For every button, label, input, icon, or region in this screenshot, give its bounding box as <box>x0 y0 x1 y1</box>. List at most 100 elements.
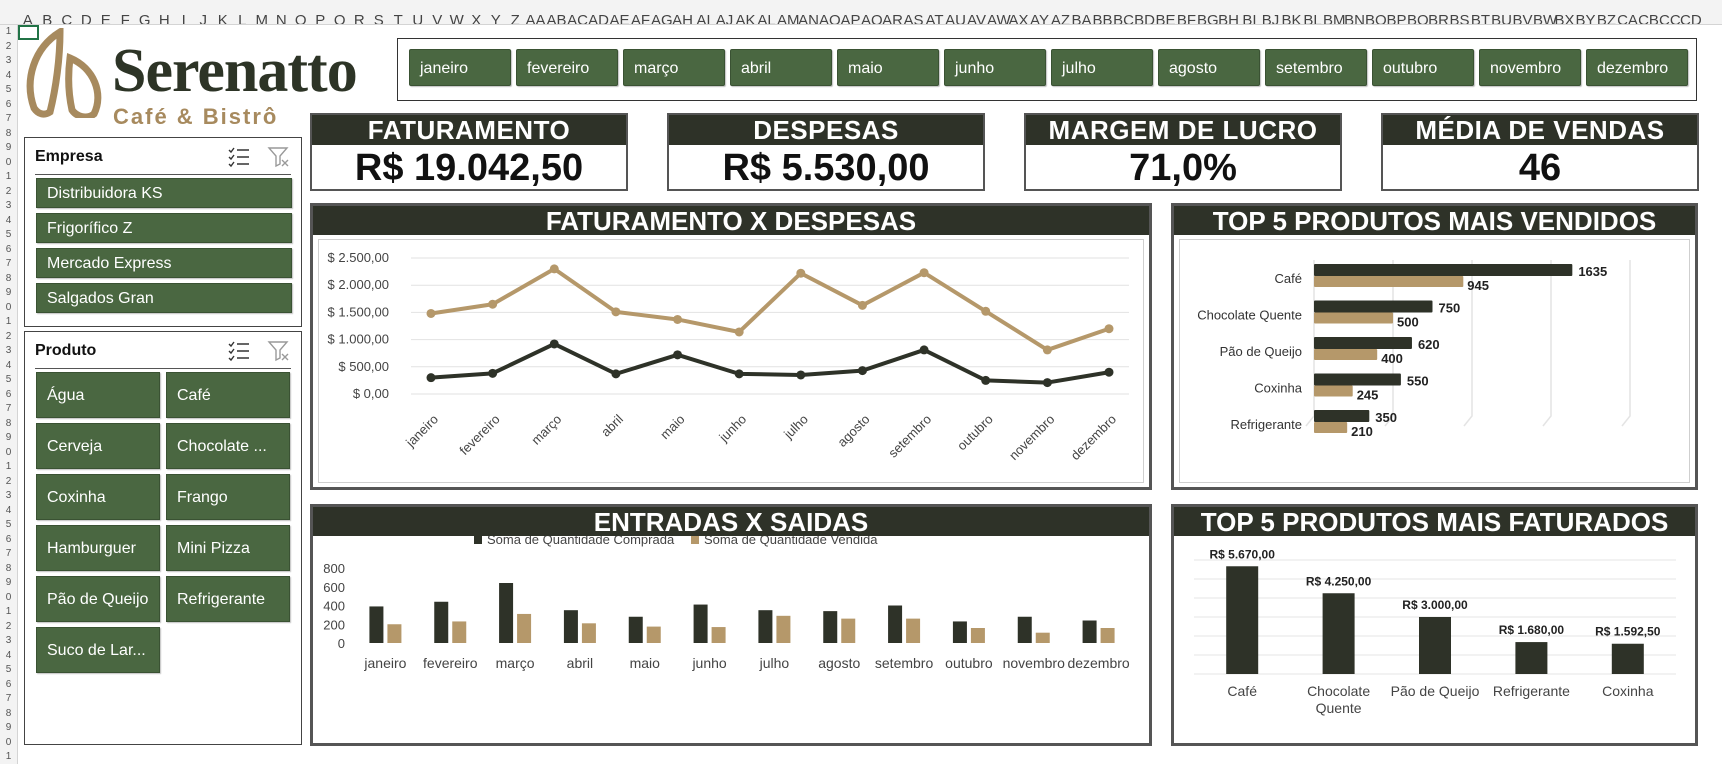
row-header[interactable]: 3 <box>5 345 12 356</box>
row-header[interactable]: 2 <box>5 620 12 632</box>
column-header[interactable]: CC <box>1659 12 1681 25</box>
column-header[interactable]: BY <box>1575 12 1596 25</box>
column-header[interactable]: BG <box>1197 12 1219 25</box>
slicer-item-produto[interactable]: Chocolate ... <box>166 423 290 469</box>
row-header[interactable]: 9 <box>5 142 12 153</box>
row-header[interactable]: 5 <box>5 374 12 385</box>
column-header[interactable]: AL <box>757 12 776 25</box>
column-header[interactable]: BX <box>1554 12 1575 25</box>
slicer-item-produto[interactable]: Hamburguer <box>36 525 160 571</box>
multi-select-icon[interactable] <box>227 340 251 362</box>
month-button[interactable]: abril <box>730 49 832 86</box>
row-header[interactable]: 3 <box>5 635 12 646</box>
row-header[interactable]: 0 <box>5 591 12 603</box>
horizontal-bar-chart[interactable]: Café 1635 945 Chocolate Quente 750 500 Pão de … <box>1180 240 1689 482</box>
column-header[interactable]: AO <box>819 12 841 25</box>
clear-filter-icon[interactable] <box>267 146 291 168</box>
column-header[interactable]: BJ <box>1261 12 1280 25</box>
column-header[interactable]: BK <box>1281 12 1302 25</box>
slicer-item-empresa[interactable]: Salgados Gran <box>36 283 292 313</box>
row-header[interactable]: 8 <box>5 562 12 574</box>
column-header[interactable]: BT <box>1470 12 1491 25</box>
column-header[interactable]: P <box>315 12 326 25</box>
slicer-item-empresa[interactable]: Frigorífico Z <box>36 213 292 243</box>
month-button[interactable]: janeiro <box>409 49 511 86</box>
row-header[interactable]: 3 <box>5 200 12 211</box>
column-chart[interactable]: Soma de Quantidade Comprada Soma de Quant… <box>313 532 1149 743</box>
column-header[interactable]: BP <box>1386 12 1407 25</box>
column-header[interactable]: AR <box>882 12 903 25</box>
column-header[interactable]: CB <box>1638 12 1659 25</box>
column-header[interactable]: BV <box>1512 12 1533 25</box>
row-header[interactable]: 9 <box>5 577 12 588</box>
column-header[interactable]: AB <box>546 12 567 25</box>
row-header[interactable]: 7 <box>5 258 12 269</box>
row-header[interactable]: 7 <box>5 113 12 124</box>
row-header[interactable]: 7 <box>5 693 12 704</box>
row-header[interactable]: 4 <box>5 359 12 371</box>
column-header[interactable]: G <box>138 12 151 25</box>
row-header[interactable]: 1 <box>5 461 12 472</box>
slicer-item-produto[interactable]: Coxinha <box>36 474 160 520</box>
column-header[interactable]: Z <box>510 12 520 25</box>
column-header[interactable]: V <box>432 12 443 25</box>
column-header[interactable]: CA <box>1617 12 1638 25</box>
row-header[interactable]: 0 <box>5 156 12 168</box>
row-header[interactable]: 8 <box>5 272 12 284</box>
month-button[interactable]: julho <box>1051 49 1153 86</box>
column-header[interactable]: O <box>294 12 307 25</box>
column-header[interactable]: Y <box>490 12 501 25</box>
slicer-item-produto[interactable]: Café <box>166 372 290 418</box>
column-header[interactable]: F <box>120 12 130 25</box>
row-header[interactable]: 9 <box>5 287 12 298</box>
row-header[interactable]: 0 <box>5 446 12 458</box>
slicer-item-produto[interactable]: Mini Pizza <box>166 525 290 571</box>
column-header[interactable]: H <box>158 12 170 25</box>
column-header[interactable]: BN <box>1344 12 1365 25</box>
column-header[interactable]: AV <box>967 12 986 25</box>
column-header[interactable]: CD <box>1680 12 1702 25</box>
month-button[interactable]: junho <box>944 49 1046 86</box>
column-header[interactable]: AM <box>777 12 800 25</box>
column-header[interactable]: AF <box>630 12 651 25</box>
row-header[interactable]: 1 <box>5 316 12 327</box>
column-header[interactable]: J <box>199 12 208 25</box>
row-header[interactable]: 8 <box>5 417 12 429</box>
column-header[interactable]: AP <box>840 12 861 25</box>
row-header[interactable]: 4 <box>5 504 12 516</box>
column-header[interactable]: BE <box>1155 12 1176 25</box>
column-header[interactable]: D <box>80 12 92 25</box>
column-header[interactable]: AX <box>1008 12 1029 25</box>
row-header[interactable]: 4 <box>5 214 12 226</box>
column-header[interactable]: AT <box>925 12 944 25</box>
row-header[interactable]: 0 <box>5 301 12 313</box>
slicer-item-empresa[interactable]: Distribuidora KS <box>36 178 292 208</box>
line-chart[interactable]: $ 0,00 $ 500,00 $ 1.000,00 $ 1.500,00 $ 2.00… <box>319 240 1143 482</box>
slicer-item-produto[interactable]: Refrigerante <box>166 576 290 622</box>
slicer-item-produto[interactable]: Suco de Lar... <box>36 627 160 673</box>
column-header[interactable]: BF <box>1176 12 1197 25</box>
row-header[interactable]: 7 <box>5 403 12 414</box>
row-header[interactable]: 8 <box>5 127 12 139</box>
column-header[interactable]: BH <box>1218 12 1239 25</box>
column-chart[interactable]: R$ 5.670,00 Café R$ 4.250,00 ChocolateQuent… <box>1174 536 1695 743</box>
column-header[interactable]: N <box>275 12 287 25</box>
row-header[interactable]: 1 <box>5 606 12 617</box>
column-header[interactable]: AY <box>1030 12 1049 25</box>
column-header[interactable]: AN <box>798 12 819 25</box>
row-header[interactable]: 5 <box>5 229 12 240</box>
column-header[interactable]: AA <box>525 12 546 25</box>
column-header[interactable]: AK <box>735 12 756 25</box>
row-header[interactable]: 5 <box>5 664 12 675</box>
slicer-item-produto[interactable]: Pão de Queijo <box>36 576 160 622</box>
column-header[interactable]: BQ <box>1407 12 1429 25</box>
row-header[interactable]: 1 <box>5 171 12 182</box>
column-header[interactable]: BR <box>1428 12 1449 25</box>
column-header[interactable]: AW <box>987 12 1011 25</box>
column-header[interactable]: BL <box>1303 12 1322 25</box>
column-header[interactable]: M <box>255 12 269 25</box>
month-button[interactable]: setembro <box>1265 49 1367 86</box>
slicer-item-produto[interactable]: Água <box>36 372 160 418</box>
row-header[interactable]: 3 <box>5 55 12 66</box>
month-button[interactable]: agosto <box>1158 49 1260 86</box>
